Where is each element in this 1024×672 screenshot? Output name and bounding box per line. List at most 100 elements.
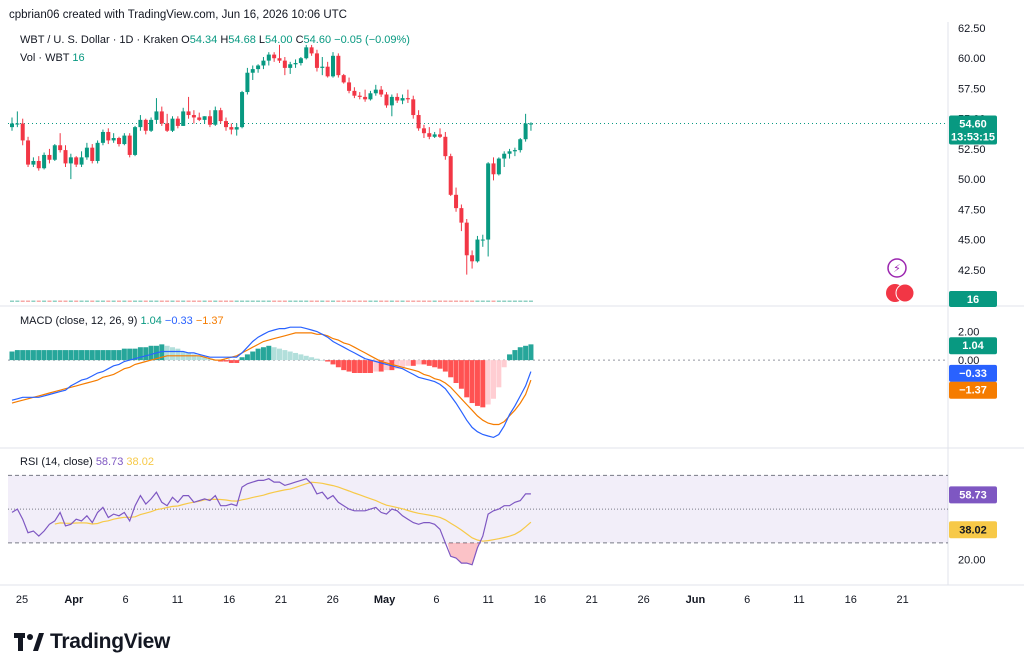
candle-body <box>250 69 255 73</box>
macd-histogram-bar <box>89 350 95 361</box>
low-label: L <box>258 34 265 46</box>
us-flag-event-icon-2 <box>895 283 915 303</box>
macd-histogram-bar <box>186 352 192 361</box>
macd-line-badge-bg <box>949 364 997 382</box>
time-tick-label: 21 <box>586 594 598 606</box>
macd-histogram-bar <box>143 347 149 361</box>
macd-histogram-bar <box>132 348 138 361</box>
candle-body <box>31 160 36 165</box>
symbol-name: WBT / U. S. Dollar · 1D · Kraken <box>20 34 179 46</box>
volume-bar <box>90 300 95 302</box>
macd-histogram-bar <box>426 360 432 366</box>
candle-body <box>304 47 309 59</box>
macd-line-badge-text: −0.33 <box>959 368 987 380</box>
candle-body <box>368 93 373 100</box>
candle-body <box>117 138 121 145</box>
macd-histogram-bar <box>298 354 304 361</box>
rsi-ma-line <box>54 481 532 542</box>
candle-body <box>10 123 14 128</box>
macd-histogram-bar <box>255 348 261 361</box>
macd-histogram-bar <box>100 350 106 361</box>
volume-bar <box>175 300 180 302</box>
grid-lines <box>0 22 1024 586</box>
rsi-legend[interactable]: RSI (14, close) 58.73 38.02 <box>20 456 154 468</box>
candle-body <box>127 135 132 155</box>
macd-histogram-bar <box>528 344 534 361</box>
volume-bar <box>250 300 255 302</box>
candle-body <box>218 110 223 122</box>
candle-body <box>84 147 89 158</box>
macd-histogram-bar <box>271 347 277 361</box>
candle-body <box>512 150 517 152</box>
volume-bar <box>20 300 25 302</box>
macd-histogram-bar <box>351 360 357 373</box>
volume-bar <box>218 300 223 302</box>
macd-pane <box>8 326 948 439</box>
candle-body <box>432 134 437 137</box>
time-tick-label: 26 <box>637 594 649 606</box>
symbol-legend[interactable]: WBT / U. S. Dollar · 1D · Kraken O54.34 … <box>20 34 410 46</box>
macd-histogram-bar <box>474 360 480 406</box>
macd-histogram-bar <box>170 347 175 361</box>
volume-value: 16 <box>72 52 85 64</box>
candle-body <box>68 157 73 164</box>
candle-body <box>42 154 47 169</box>
volume-bar <box>68 300 73 302</box>
candle-body <box>341 75 346 83</box>
macd-histogram-bar <box>507 354 513 361</box>
volume-bar <box>197 300 202 302</box>
candle-body <box>272 54 277 59</box>
candle-body <box>154 111 159 120</box>
candle-body <box>36 160 41 169</box>
volume-bar <box>229 300 234 302</box>
volume-badge-text: 16 <box>967 294 979 306</box>
macd-histogram-bar <box>335 360 341 368</box>
tradingview-logo[interactable]: TradingView <box>14 630 170 654</box>
candle-body <box>363 96 368 100</box>
rsi-tick-label: 20.00 <box>958 555 986 567</box>
candle-body <box>79 157 84 165</box>
volume-bar <box>261 300 266 302</box>
macd-histogram-bar <box>164 345 170 361</box>
candle-body <box>111 138 116 141</box>
candle-body <box>234 127 239 130</box>
candle-body <box>528 123 533 125</box>
volume-bar <box>10 300 14 302</box>
candle-body <box>298 58 303 64</box>
candle-body <box>165 123 170 131</box>
volume-bar <box>507 300 512 302</box>
macd-legend[interactable]: MACD (close, 12, 26, 9) 1.04 −0.33 −1.37 <box>20 315 224 327</box>
macd-histogram-bar <box>30 350 36 361</box>
tradingview-logo-text: TradingView <box>50 630 171 653</box>
candle-body <box>325 66 330 77</box>
high-label: H <box>220 34 229 46</box>
time-tick-label: Jun <box>686 594 706 606</box>
macd-histogram-bar <box>453 360 459 384</box>
volume-bar <box>15 300 20 302</box>
macd-histogram-bar <box>314 358 320 361</box>
macd-histogram-bar <box>293 352 299 361</box>
macd-histogram-bar <box>400 360 406 368</box>
volume-bar <box>36 300 41 302</box>
volume-bar <box>181 300 186 302</box>
macd-histogram-bar <box>432 360 438 368</box>
volume-bar <box>240 300 245 302</box>
time-tick-label: 25 <box>16 594 28 606</box>
macd-histogram-bar <box>384 360 389 371</box>
candle-body <box>438 134 442 137</box>
volume-bar <box>288 300 293 302</box>
candle-body <box>245 72 250 93</box>
last-price-badge-text: 54.60 <box>959 119 987 131</box>
macd-histogram-bar <box>41 350 47 361</box>
candle-body <box>63 150 68 164</box>
volume-legend[interactable]: Vol · WBT 16 <box>20 52 85 64</box>
rsi-value: 58.73 <box>95 456 124 468</box>
open-label: O <box>181 34 190 46</box>
price-tick-label: 62.50 <box>958 23 986 35</box>
candle-body <box>357 95 362 97</box>
macd-histogram-bar <box>523 345 529 361</box>
macd-histogram-bar <box>442 360 448 372</box>
volume-bar <box>138 300 143 302</box>
candle-body <box>347 82 352 91</box>
